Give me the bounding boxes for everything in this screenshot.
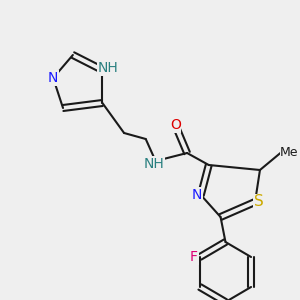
Text: F: F [190,250,198,264]
Text: NH: NH [143,157,164,171]
Text: NH: NH [98,61,119,75]
Text: Me: Me [280,146,299,158]
Text: S: S [254,194,264,209]
Text: O: O [170,118,181,132]
Text: N: N [48,71,58,85]
Text: N: N [192,188,202,202]
